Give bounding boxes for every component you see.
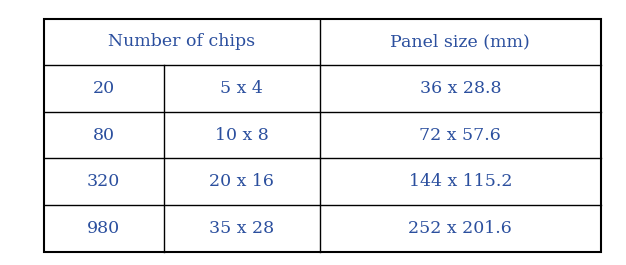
Text: 36 x 28.8: 36 x 28.8 — [419, 80, 501, 97]
Text: 20: 20 — [93, 80, 115, 97]
Text: 144 x 115.2: 144 x 115.2 — [409, 173, 512, 190]
Text: Number of chips: Number of chips — [108, 33, 255, 50]
Text: 35 x 28: 35 x 28 — [209, 220, 274, 237]
Text: 5 x 4: 5 x 4 — [220, 80, 263, 97]
Text: 980: 980 — [87, 220, 120, 237]
Text: 320: 320 — [87, 173, 120, 190]
Text: Panel size (mm): Panel size (mm) — [391, 33, 530, 50]
Text: 20 x 16: 20 x 16 — [209, 173, 274, 190]
Text: 80: 80 — [93, 127, 115, 144]
Text: 10 x 8: 10 x 8 — [215, 127, 269, 144]
Text: 72 x 57.6: 72 x 57.6 — [419, 127, 501, 144]
Text: 252 x 201.6: 252 x 201.6 — [408, 220, 512, 237]
Bar — [44, 19, 601, 252]
